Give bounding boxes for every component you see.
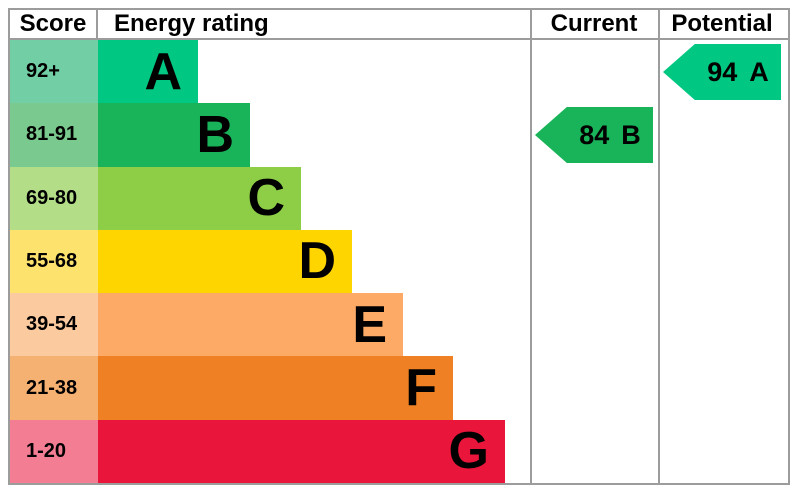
band-b-score-cell: 81-91 — [10, 103, 98, 167]
band-row-c: 69-80 C — [10, 166, 788, 230]
band-e-score-cell: 39-54 — [10, 293, 98, 357]
current-band-letter: B — [621, 119, 641, 150]
band-f-letter: F — [405, 359, 437, 418]
band-e-score-range: 39-54 — [26, 313, 78, 336]
score-column-header: Score — [10, 10, 98, 38]
band-c-score-range: 69-80 — [26, 186, 78, 209]
current-column-header: Current — [550, 10, 638, 37]
band-rows: 92+ A 81-91 B 69-80 C 55-68 D 39-54 E 21… — [10, 40, 788, 483]
band-row-f: 21-38 F — [10, 356, 788, 420]
potential-band-letter: A — [749, 56, 769, 87]
band-c-letter: C — [247, 169, 285, 228]
band-row-d: 55-68 D — [10, 229, 788, 294]
band-c-bar: C — [98, 166, 301, 230]
band-c-score-cell: 69-80 — [10, 166, 98, 230]
band-d-letter: D — [298, 232, 336, 291]
band-f-score-cell: 21-38 — [10, 356, 98, 420]
energy-rating-column-header: Energy rating — [114, 10, 269, 37]
band-d-score-range: 55-68 — [26, 249, 78, 272]
band-a-bar: A — [98, 40, 198, 104]
column-divider-potential — [658, 10, 660, 483]
band-g-bar: G — [98, 419, 505, 483]
column-divider-current — [530, 10, 532, 483]
band-a-score-range: 92+ — [26, 60, 60, 83]
band-row-b: 81-91 B — [10, 103, 788, 167]
band-g-letter: G — [448, 422, 489, 481]
band-a-letter: A — [144, 42, 182, 101]
potential-column-header: Potential — [671, 10, 773, 37]
band-b-score-range: 81-91 — [26, 123, 78, 146]
band-f-bar: F — [98, 356, 453, 420]
band-a-score-cell: 92+ — [10, 40, 98, 104]
band-g-score-range: 1-20 — [26, 439, 67, 462]
band-e-bar: E — [98, 293, 403, 357]
potential-score-value: 94 — [707, 56, 738, 87]
band-row-a: 92+ A — [10, 40, 788, 104]
current-score-value: 84 — [579, 119, 610, 150]
band-g-score-cell: 1-20 — [10, 419, 98, 483]
band-row-g: 1-20 G — [10, 419, 788, 483]
band-f-score-range: 21-38 — [26, 376, 78, 399]
band-d-bar: D — [98, 229, 352, 294]
epc-table: Score Energy rating Current Potential 92… — [8, 8, 790, 485]
current-rating-arrow: 84 B — [535, 107, 653, 163]
band-d-score-cell: 55-68 — [10, 229, 98, 294]
band-e-letter: E — [352, 295, 387, 354]
band-b-bar: B — [98, 103, 250, 167]
band-b-letter: B — [196, 105, 234, 164]
band-row-e: 39-54 E — [10, 293, 788, 357]
table-header: Score Energy rating Current Potential — [10, 10, 788, 40]
